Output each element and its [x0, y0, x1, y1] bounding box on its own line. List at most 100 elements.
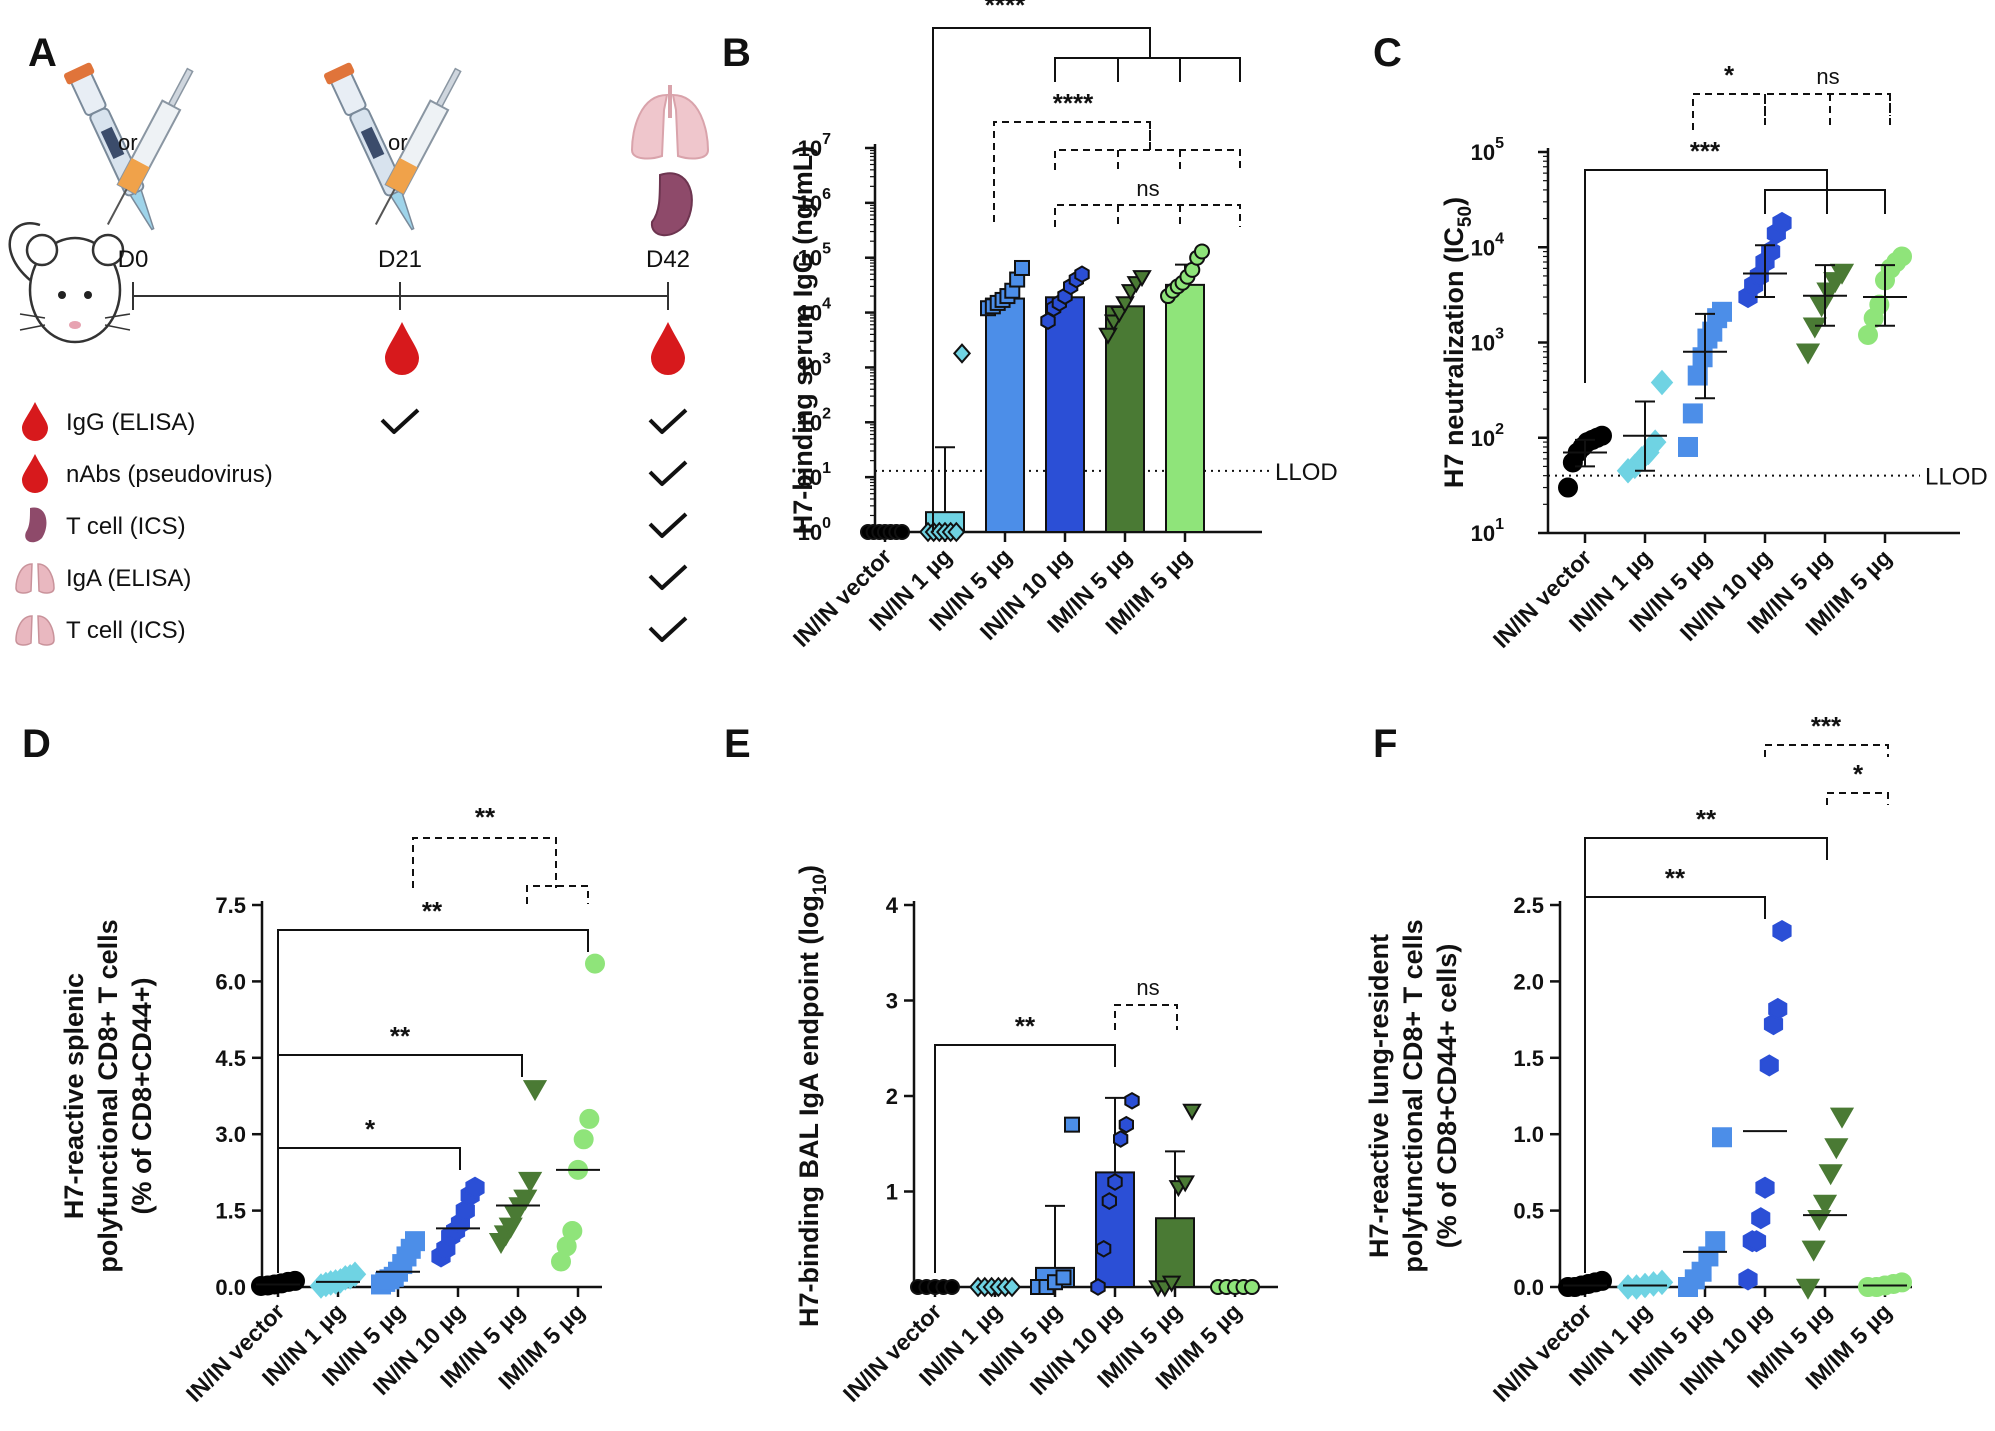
- data-point: [1869, 294, 1890, 315]
- data-point: [1002, 1276, 1022, 1298]
- checkmark-icon: [648, 564, 688, 590]
- significance-bracket: ***: [1764, 711, 1889, 757]
- y-tick-exponent: 3: [1495, 326, 1504, 343]
- panel-label-d: D: [22, 722, 51, 766]
- bracket-line: [1584, 169, 1828, 383]
- spleen-icon: [25, 507, 47, 543]
- data-point: [573, 1129, 594, 1150]
- data-point: [1755, 1176, 1775, 1199]
- or-label: or: [388, 130, 408, 155]
- or-label: or: [118, 130, 138, 155]
- bar: [1105, 305, 1145, 534]
- significance-bracket: ***: [1584, 136, 1886, 383]
- bar: [1045, 296, 1085, 534]
- checkmark-icon: [648, 408, 688, 434]
- day-label: D21: [378, 246, 422, 273]
- data-point: [1818, 1164, 1843, 1186]
- data-point: [585, 953, 605, 974]
- syringe-icon: [374, 67, 462, 225]
- data-point: [405, 1231, 425, 1252]
- data-point: [1175, 1175, 1195, 1193]
- significance-label: **: [475, 802, 496, 832]
- chart-panel-e: E 1 2 3 4 H7-binding BAL IgA endpoint (log10)…: [724, 722, 1278, 1407]
- checkmark-icon: [648, 616, 688, 642]
- significance-bracket: **: [1584, 804, 1828, 1273]
- bracket-line: [277, 1054, 523, 1273]
- panel-label-f: F: [1373, 722, 1397, 766]
- checkmark-icon: [648, 460, 688, 486]
- data-point: [1705, 1231, 1726, 1252]
- lung-icon: [15, 563, 55, 594]
- data-point: [1751, 1207, 1771, 1230]
- data-point: [1592, 425, 1612, 446]
- blood-drop-icon: [22, 454, 48, 493]
- data-point: [1558, 477, 1578, 498]
- y-tick-exponent: 5: [1495, 135, 1504, 152]
- significance-bracket: *: [1692, 60, 1766, 130]
- x-tick-label: IN/IN vector: [838, 1298, 947, 1407]
- significance-label: ***: [1690, 136, 1721, 166]
- bracket-line: [277, 1147, 461, 1273]
- data-point: [944, 1279, 960, 1295]
- bracket-line: [932, 27, 1151, 532]
- y-tick-label: 105: [1471, 135, 1504, 165]
- assay-row: T cell (ICS): [25, 507, 688, 543]
- data-point: [1014, 259, 1030, 276]
- bracket-line: [993, 121, 1151, 222]
- data-point: [1161, 1275, 1182, 1293]
- data-point: [1807, 1210, 1832, 1232]
- y-tick-exponent: 1: [822, 460, 831, 477]
- bracket-line: [934, 1044, 1116, 1273]
- bracket-line: [1764, 744, 1889, 757]
- significance-label: ns: [1816, 64, 1839, 89]
- mouse-icon: [8, 222, 131, 344]
- data-point: [1096, 1239, 1112, 1258]
- significance-label: ***: [1811, 711, 1842, 741]
- y-axis-label: H7-reactive lung-resident polyfunctional …: [1364, 919, 1462, 1272]
- data-point: [1090, 1278, 1106, 1296]
- bracket-line: [526, 885, 589, 904]
- y-tick-label: 1.5: [1513, 1046, 1544, 1071]
- significance-bracket: ns: [1054, 122, 1241, 227]
- significance-label: *: [365, 1114, 376, 1144]
- data-point: [1858, 324, 1878, 345]
- data-point: [1109, 305, 1130, 323]
- data-point: [1768, 997, 1788, 1020]
- data-point: [1194, 243, 1210, 260]
- y-tick-label: 104: [1471, 230, 1504, 260]
- y-tick-label: 2.0: [1513, 969, 1544, 994]
- chart-panel-f: F 0.0 0.5 1.0 1.5 2.0 2.5 H7-reactive lung-resi…: [1364, 711, 1912, 1407]
- y-axis-label-subscript: 10: [810, 874, 831, 895]
- data-point: [1650, 369, 1674, 396]
- significance-label: *: [1724, 60, 1735, 90]
- y-tick-label: 103: [798, 350, 831, 380]
- x-tick-label: IN/IN vector: [1488, 544, 1597, 653]
- y-tick-label: 0.0: [1513, 1275, 1544, 1300]
- llod-label: LLOD: [1275, 459, 1338, 486]
- panel-label-b: B: [722, 31, 751, 75]
- data-point: [1801, 1240, 1826, 1262]
- panel-label-e: E: [724, 722, 751, 766]
- y-tick-label: 4: [886, 893, 899, 918]
- chart-panel-d: D 0.0 1.5 3.0 4.5 6.0 7.5 H7-reactive splenic po…: [22, 722, 605, 1407]
- y-tick-label: 101: [1471, 516, 1504, 546]
- bracket-line: [1054, 204, 1241, 227]
- bracket-line: [1764, 189, 1886, 214]
- y-tick-label: 6.0: [215, 969, 246, 994]
- significance-label: **: [1015, 1011, 1036, 1041]
- x-tick-label: IN/IN vector: [181, 1298, 290, 1407]
- timeline: [132, 282, 669, 310]
- y-tick-label: 3.0: [215, 1122, 246, 1147]
- significance-label: **: [422, 896, 443, 926]
- assay-label: IgA (ELISA): [66, 565, 191, 592]
- bracket-line: [1764, 93, 1891, 116]
- assay-row: IgG (ELISA): [22, 402, 688, 441]
- data-point: [1678, 436, 1698, 457]
- blood-drop-icon: [22, 402, 48, 441]
- x-tick-label: IN/IN vector: [1488, 1298, 1597, 1407]
- y-axis-label-end: ): [794, 865, 824, 874]
- data-point: [1592, 1270, 1612, 1291]
- lung-icon: [630, 85, 710, 160]
- assay-row: nAbs (pseudovirus): [22, 454, 688, 493]
- blood-drop-icon: [651, 322, 685, 375]
